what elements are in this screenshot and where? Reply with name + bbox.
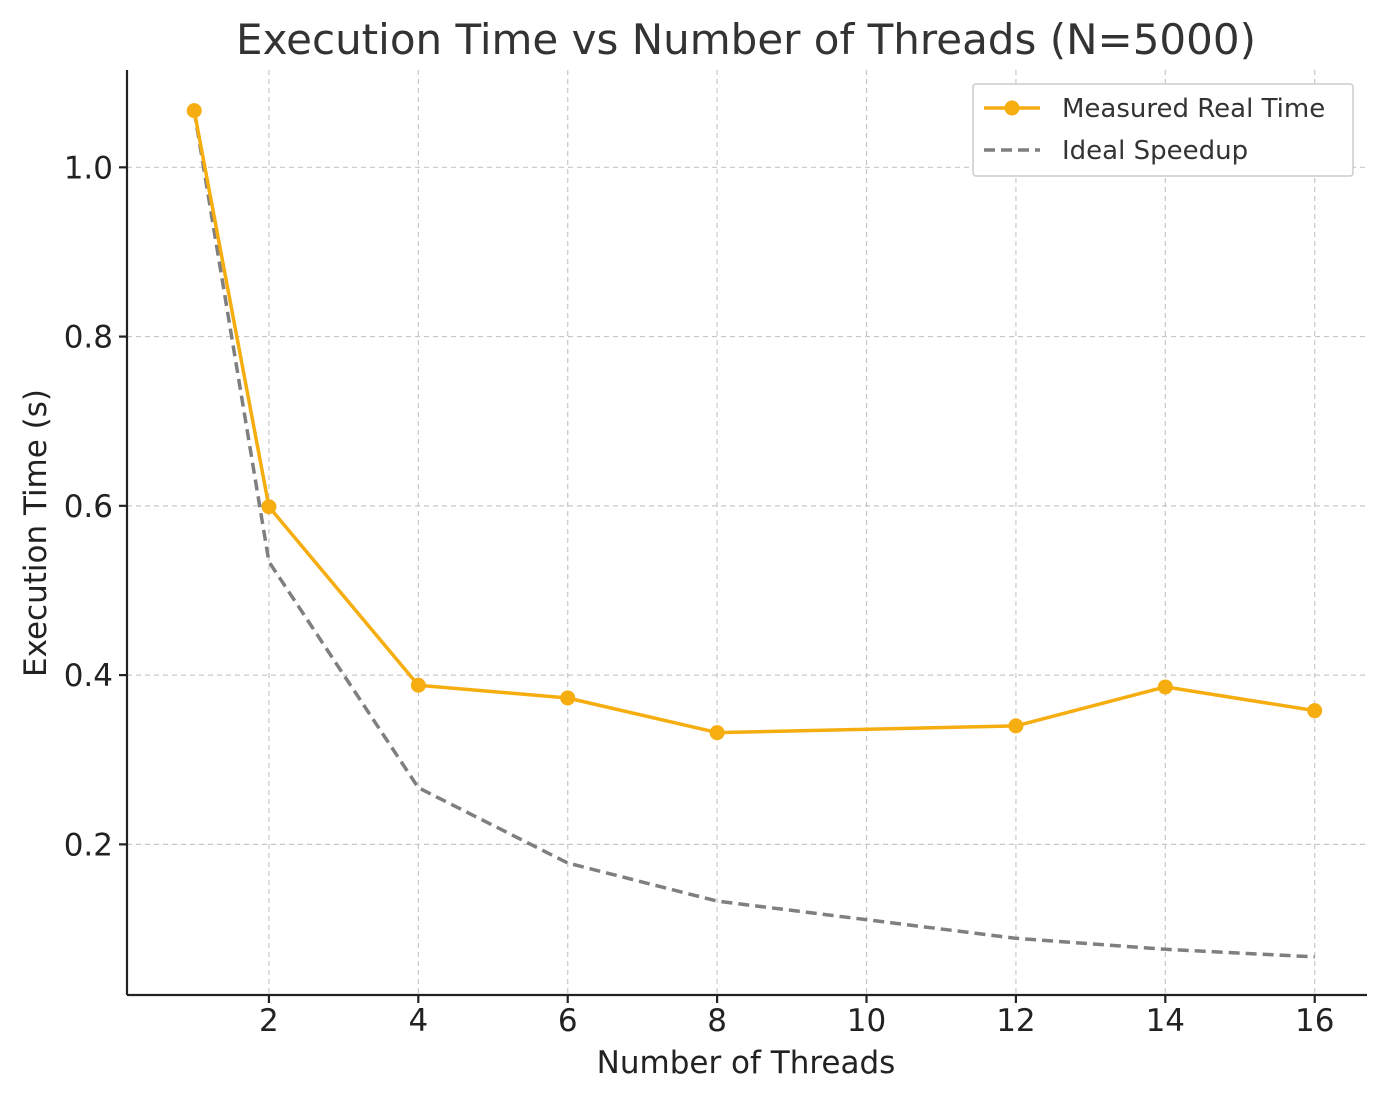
- x-tick-label-6: 6: [558, 1003, 578, 1039]
- data-point-measured-real-time-14: [1157, 679, 1173, 695]
- plot-area: [186, 103, 1323, 959]
- chart-title: Execution Time vs Number of Threads (N=5…: [236, 15, 1256, 64]
- x-tick-label-2: 2: [259, 1003, 279, 1039]
- y-tick-label-0.4: 0.4: [64, 658, 113, 694]
- legend-label-ideal: Ideal Speedup: [1062, 136, 1248, 166]
- axes: 2 4 6 8 10 12 14 16 0.2 0.4 0.6 0.8 1.0: [64, 70, 1367, 1039]
- data-point-measured-real-time-2: [261, 499, 277, 515]
- legend-marker-measured: [1004, 100, 1020, 116]
- y-tick-label-1.0: 1.0: [64, 150, 113, 186]
- data-point-measured-real-time-6: [560, 690, 576, 706]
- legend-label-measured: Measured Real Time: [1062, 94, 1325, 124]
- data-point-measured-real-time-1: [186, 103, 202, 119]
- grid: [127, 70, 1367, 995]
- y-tick-label-0.2: 0.2: [64, 827, 113, 863]
- data-point-measured-real-time-4: [410, 677, 426, 693]
- series-line-ideal-speedup: [192, 110, 1315, 959]
- x-tick-label-4: 4: [408, 1003, 428, 1039]
- data-point-measured-real-time-8: [709, 725, 725, 741]
- x-axis-label: Number of Threads: [597, 1045, 896, 1081]
- series-line-measured-real-time: [192, 110, 1315, 735]
- y-axis-label: Execution Time (s): [18, 389, 54, 677]
- y-tick-label-0.6: 0.6: [64, 489, 113, 525]
- legend-frame: [972, 83, 1354, 177]
- y-tick-label-0.8: 0.8: [64, 320, 113, 356]
- x-tick-label-8: 8: [707, 1003, 727, 1039]
- legend: Measured Real Time Ideal Speedup: [972, 83, 1354, 177]
- data-point-measured-real-time-12: [1008, 718, 1024, 734]
- x-tick-label-12: 12: [996, 1003, 1035, 1039]
- x-tick-label-10: 10: [847, 1003, 886, 1039]
- data-point-measured-real-time-16: [1307, 703, 1323, 719]
- x-tick-label-14: 14: [1146, 1003, 1185, 1039]
- x-tick-label-16: 16: [1295, 1003, 1334, 1039]
